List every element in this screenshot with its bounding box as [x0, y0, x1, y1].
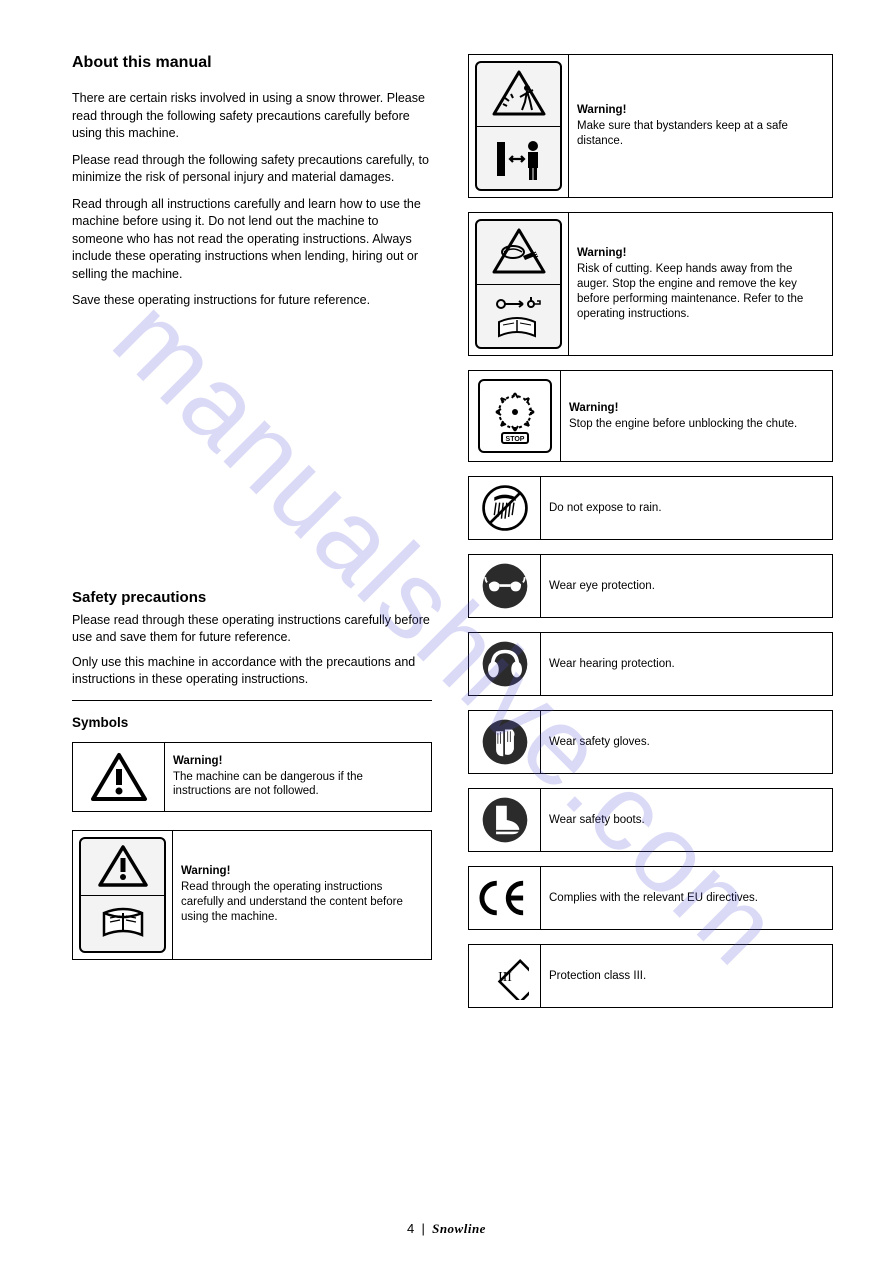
page-footer: 4 | Snowline	[0, 1221, 893, 1237]
protection-class-icon: III	[469, 945, 541, 1007]
right-column: Warning!Make sure that bystanders keep a…	[468, 54, 833, 1134]
symbol-description: Wear eye protection.	[541, 555, 832, 617]
svg-text:III: III	[498, 969, 512, 984]
symbol-title: Warning!	[577, 103, 824, 118]
footer-brand: Snowline	[432, 1221, 486, 1236]
symbol-description: Wear safety gloves.	[541, 711, 832, 773]
auger-stop-icon: STOP	[469, 371, 561, 461]
symbol-description: Warning!Read through the operating instr…	[173, 831, 431, 959]
symbol-title: Warning!	[577, 246, 824, 261]
symbols-heading: Symbols	[72, 715, 432, 730]
symbol-description: Complies with the relevant EU directives…	[541, 867, 832, 929]
right-symbols-list: Warning!Make sure that bystanders keep a…	[468, 54, 833, 1008]
boots-icon	[469, 789, 541, 851]
symbol-row: Warning!Risk of cutting. Keep hands away…	[468, 212, 833, 356]
safety-heading: Safety precautions	[72, 589, 432, 606]
symbol-text: Make sure that bystanders keep at a safe…	[577, 119, 824, 149]
page-container: About this manual There are certain risk…	[0, 0, 893, 1263]
intro-paragraph: Read through all instructions carefully …	[72, 196, 432, 284]
symbol-description: Protection class III.	[541, 945, 832, 1007]
symbol-description: Warning!Risk of cutting. Keep hands away…	[569, 213, 832, 355]
symbol-text: Protection class III.	[549, 969, 824, 984]
symbol-row: Wear hearing protection.	[468, 632, 833, 696]
symbol-description: Warning!Stop the engine before unblockin…	[561, 371, 832, 461]
symbol-row: Complies with the relevant EU directives…	[468, 866, 833, 930]
two-column-layout: About this manual There are certain risk…	[72, 54, 833, 1134]
symbol-text: Wear eye protection.	[549, 579, 824, 594]
symbol-row: Warning!Make sure that bystanders keep a…	[468, 54, 833, 198]
gloves-icon	[469, 711, 541, 773]
bystanders-distance-icon	[469, 55, 569, 197]
symbol-row: III Protection class III.	[468, 944, 833, 1008]
symbol-text: Wear hearing protection.	[549, 657, 824, 672]
symbol-row: Wear safety boots.	[468, 788, 833, 852]
symbol-text: Do not expose to rain.	[549, 501, 824, 516]
symbol-text: Stop the engine before unblocking the ch…	[569, 417, 824, 432]
page-title: About this manual	[72, 54, 432, 72]
symbol-row: Warning!The machine can be dangerous if …	[72, 742, 432, 812]
symbol-title: Warning!	[173, 754, 423, 769]
warning-icon	[73, 743, 165, 811]
symbol-text: Wear safety boots.	[549, 813, 824, 828]
intro-paragraph: Please read through the following safety…	[72, 152, 432, 187]
symbol-text: The machine can be dangerous if the inst…	[173, 770, 423, 800]
symbol-description: Wear safety boots.	[541, 789, 832, 851]
cutting-hazard-stop-icon	[469, 213, 569, 355]
symbol-row: Wear eye protection.	[468, 554, 833, 618]
left-column: About this manual There are certain risk…	[72, 54, 432, 1134]
symbol-row: Warning!Read through the operating instr…	[72, 830, 432, 960]
symbol-description: Warning!Make sure that bystanders keep a…	[569, 55, 832, 197]
safety-paragraph: Please read through these operating inst…	[72, 612, 432, 647]
divider	[72, 700, 432, 701]
safety-paragraph: Only use this machine in accordance with…	[72, 654, 432, 689]
svg-text:STOP: STOP	[505, 436, 524, 443]
intro-paragraph: There are certain risks involved in usin…	[72, 90, 432, 143]
left-symbols-list: Warning!The machine can be dangerous if …	[72, 742, 432, 978]
symbol-row: Wear safety gloves.	[468, 710, 833, 774]
intro-paragraph: Save these operating instructions for fu…	[72, 292, 432, 310]
eye-protection-icon	[469, 555, 541, 617]
read-manual-icon	[73, 831, 173, 959]
symbol-text: Complies with the relevant EU directives…	[549, 891, 824, 906]
symbol-description: Wear hearing protection.	[541, 633, 832, 695]
symbol-title: Warning!	[181, 864, 423, 879]
symbol-description: Do not expose to rain.	[541, 477, 832, 539]
page-number: 4	[407, 1221, 414, 1236]
no-rain-icon	[469, 477, 541, 539]
symbol-title: Warning!	[569, 401, 824, 416]
symbol-description: Warning!The machine can be dangerous if …	[165, 743, 431, 811]
symbol-row: STOP Warning!Stop the engine before unblo…	[468, 370, 833, 462]
ce-mark-icon	[469, 867, 541, 929]
hearing-protection-icon	[469, 633, 541, 695]
symbol-text: Wear safety gloves.	[549, 735, 824, 750]
intro-text: There are certain risks involved in usin…	[72, 90, 432, 319]
symbol-text: Read through the operating instructions …	[181, 880, 423, 925]
symbol-text: Risk of cutting. Keep hands away from th…	[577, 262, 824, 322]
symbol-row: Do not expose to rain.	[468, 476, 833, 540]
